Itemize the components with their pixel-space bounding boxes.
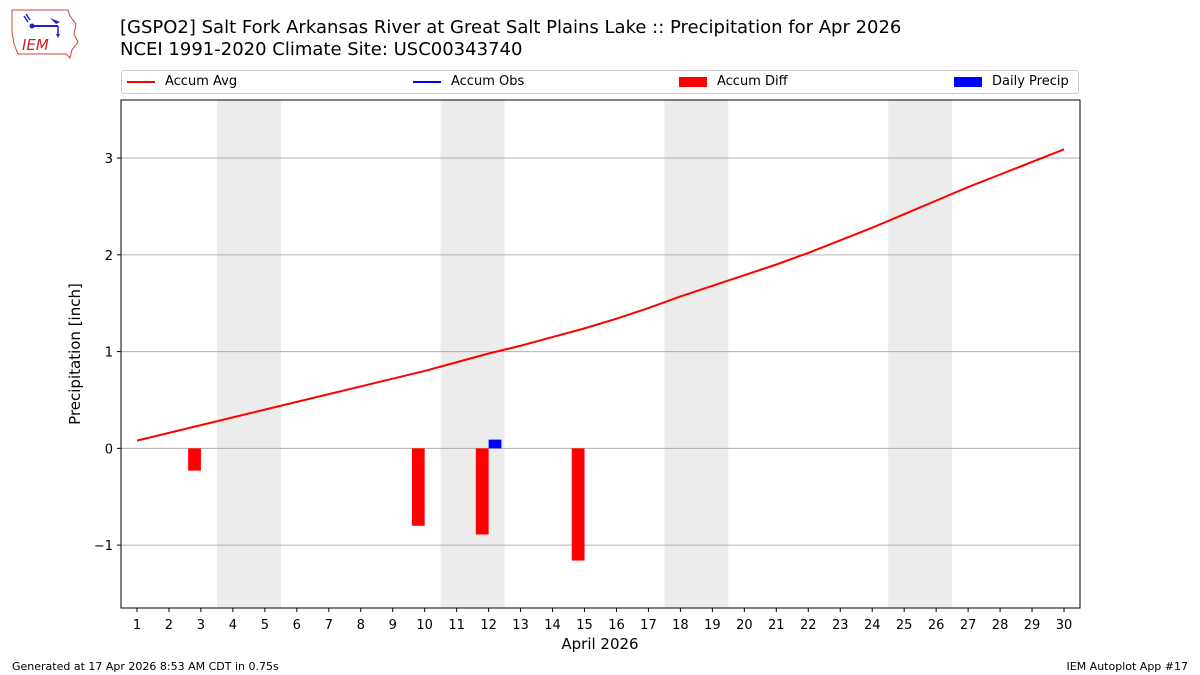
bars [188, 439, 585, 561]
x-tick-label: 17 [640, 618, 657, 633]
x-tick-label: 12 [480, 618, 497, 633]
x-axis-ticks: 1 2 3 4 5 6 7 8 9 10 11 12 13 14 15 16 17 18 19 20 21 22 23 24 2… [133, 608, 1072, 633]
bar-accum-diff [475, 448, 489, 535]
y-tick-label: 0 [105, 442, 113, 457]
legend-item-daily-precip: Daily Precip [954, 74, 1069, 89]
x-tick-label: 20 [736, 618, 753, 633]
x-tick-label: 4 [229, 618, 237, 633]
bar-accum-diff [411, 448, 425, 526]
blue-patch-swatch-icon [954, 76, 982, 87]
blue-line-swatch-icon [413, 80, 441, 83]
weekend-shading [216, 100, 953, 608]
x-tick-label: 3 [197, 618, 205, 633]
x-tick-label: 13 [512, 618, 529, 633]
y-tick-label: 2 [105, 249, 113, 264]
x-tick-label: 14 [544, 618, 561, 633]
x-tick-label: 2 [165, 618, 173, 633]
lines [136, 148, 1065, 442]
x-tick-label: 27 [960, 618, 977, 633]
x-tick-label: 11 [448, 618, 465, 633]
y-tick-label: 3 [105, 152, 113, 167]
x-tick-label: 5 [261, 618, 269, 633]
x-tick-label: 7 [325, 618, 333, 633]
legend-item-accum-obs: Accum Obs [413, 74, 524, 89]
x-tick-label: 23 [832, 618, 849, 633]
weekend-band [440, 100, 505, 608]
legend-item-accum-diff: Accum Diff [679, 74, 788, 89]
weekend-band [216, 100, 281, 608]
x-tick-label: 6 [293, 618, 301, 633]
y-axis-label: Precipitation [inch] [66, 283, 84, 425]
app-label: IEM Autoplot App #17 [1066, 660, 1189, 673]
title-line-2: NCEI 1991-2020 Climate Site: USC00343740 [120, 39, 523, 60]
x-tick-label: 21 [768, 618, 785, 633]
weekend-band [888, 100, 953, 608]
x-tick-label: 18 [672, 618, 689, 633]
svg-text:IEM: IEM [22, 36, 49, 54]
x-tick-label: 30 [1056, 618, 1073, 633]
chart-title: [GSPO2] Salt Fork Arkansas River at Grea… [120, 17, 901, 61]
red-patch-swatch-icon [679, 76, 707, 87]
line-accum-avg [136, 148, 1065, 442]
x-tick-label: 8 [357, 618, 365, 633]
bar-daily-precip [488, 439, 502, 449]
x-tick-label: 10 [416, 618, 433, 633]
x-tick-label: 26 [928, 618, 945, 633]
x-axis-label: April 2026 [561, 635, 638, 653]
plot-frame [120, 99, 1081, 609]
x-tick-label: 25 [896, 618, 913, 633]
x-tick-label: 22 [800, 618, 817, 633]
red-line-swatch-icon [127, 80, 155, 83]
x-tick-label: 29 [1024, 618, 1041, 633]
x-tick-label: 1 [133, 618, 141, 633]
bar-accum-diff [571, 448, 585, 561]
iem-logo: IEM [8, 6, 80, 60]
y-gridlines [121, 157, 1080, 546]
x-tick-label: 15 [576, 618, 593, 633]
generated-timestamp: Generated at 17 Apr 2026 8:53 AM CDT in … [12, 660, 279, 673]
legend: Accum Avg Accum Obs Accum Diff Daily Pre… [121, 70, 1079, 94]
y-axis-ticks: −1 0 1 2 3 [94, 152, 121, 554]
bar-accum-diff [188, 448, 201, 471]
y-tick-label: −1 [94, 539, 113, 554]
y-tick-label: 1 [105, 346, 113, 361]
x-tick-label: 19 [704, 618, 721, 633]
legend-item-accum-avg: Accum Avg [127, 74, 237, 89]
weekend-band [664, 100, 729, 608]
title-line-1: [GSPO2] Salt Fork Arkansas River at Grea… [120, 17, 902, 38]
x-tick-label: 24 [864, 618, 881, 633]
x-tick-label: 16 [608, 618, 625, 633]
x-tick-label: 9 [389, 618, 397, 633]
x-tick-label: 28 [992, 618, 1009, 633]
